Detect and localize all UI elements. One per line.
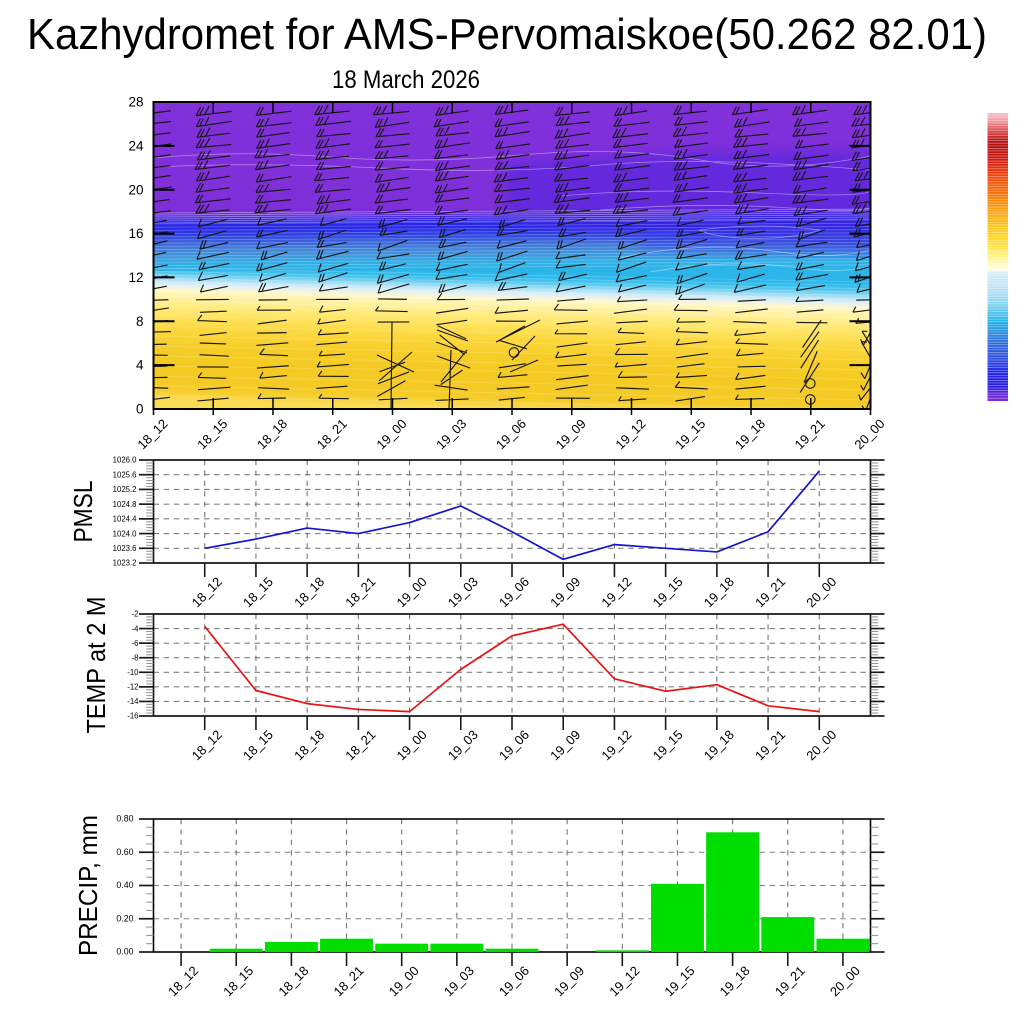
svg-text:-12: -12 <box>127 683 138 692</box>
svg-text:TEMP at 2 M: TEMP at 2 M <box>81 597 111 734</box>
svg-text:-6: -6 <box>132 639 139 648</box>
svg-text:20_00: 20_00 <box>803 574 839 610</box>
svg-text:1024.8: 1024.8 <box>113 500 137 509</box>
svg-text:19_00: 19_00 <box>394 574 430 610</box>
svg-text:18_18: 18_18 <box>275 963 311 999</box>
svg-text:19_03: 19_03 <box>441 963 477 999</box>
svg-text:4: 4 <box>136 358 144 373</box>
svg-text:PRECIP, mm: PRECIP, mm <box>73 815 103 956</box>
svg-text:18_12: 18_12 <box>165 963 201 999</box>
svg-text:19_18: 19_18 <box>717 963 753 999</box>
svg-text:0.00: 0.00 <box>116 947 133 957</box>
svg-text:18_18: 18_18 <box>254 416 290 452</box>
svg-text:18_15: 18_15 <box>240 727 276 763</box>
svg-text:19_06: 19_06 <box>496 574 532 610</box>
svg-text:19_15: 19_15 <box>650 574 686 610</box>
svg-text:16: 16 <box>128 226 143 241</box>
svg-text:19_15: 19_15 <box>650 727 686 763</box>
svg-text:0.60: 0.60 <box>116 847 133 857</box>
svg-text:19_09: 19_09 <box>553 416 589 452</box>
svg-text:19_00: 19_00 <box>386 963 422 999</box>
svg-text:19_15: 19_15 <box>672 416 708 452</box>
svg-text:19_12: 19_12 <box>598 574 634 610</box>
svg-text:PMSL: PMSL <box>68 481 98 543</box>
svg-text:24: 24 <box>128 138 144 153</box>
svg-text:18_18: 18_18 <box>291 574 327 610</box>
svg-text:19_00: 19_00 <box>394 727 430 763</box>
svg-text:18_21: 18_21 <box>330 963 366 999</box>
svg-text:-4: -4 <box>132 624 140 633</box>
svg-text:19_21: 19_21 <box>772 963 808 999</box>
svg-text:19_06: 19_06 <box>496 727 532 763</box>
svg-text:12: 12 <box>128 270 143 285</box>
svg-text:20_00: 20_00 <box>851 416 887 452</box>
svg-text:20_00: 20_00 <box>803 727 839 763</box>
svg-text:20_00: 20_00 <box>827 963 863 999</box>
svg-text:19_18: 19_18 <box>701 574 737 610</box>
svg-text:19_12: 19_12 <box>612 416 648 452</box>
svg-text:18_18: 18_18 <box>291 727 327 763</box>
svg-text:18_15: 18_15 <box>240 574 276 610</box>
svg-text:18_21: 18_21 <box>342 727 378 763</box>
svg-text:19_12: 19_12 <box>598 727 634 763</box>
svg-text:19_21: 19_21 <box>752 727 788 763</box>
svg-text:1026.0: 1026.0 <box>113 456 138 465</box>
svg-text:19_06: 19_06 <box>496 963 532 999</box>
svg-text:19_09: 19_09 <box>551 963 587 999</box>
svg-text:19_09: 19_09 <box>547 727 583 763</box>
svg-text:-14: -14 <box>127 697 139 706</box>
svg-text:18_12: 18_12 <box>189 727 225 763</box>
svg-text:1025.6: 1025.6 <box>113 470 137 479</box>
svg-text:19_09: 19_09 <box>547 574 583 610</box>
svg-text:8: 8 <box>136 314 144 329</box>
svg-text:1023.2: 1023.2 <box>113 559 137 568</box>
svg-text:19_03: 19_03 <box>445 574 481 610</box>
svg-text:0.80: 0.80 <box>116 814 133 824</box>
svg-text:19_21: 19_21 <box>792 416 828 452</box>
svg-text:18_21: 18_21 <box>342 574 378 610</box>
svg-text:-16: -16 <box>127 712 138 721</box>
svg-text:-10: -10 <box>127 668 139 677</box>
svg-text:19_18: 19_18 <box>732 416 768 452</box>
svg-text:1024.0: 1024.0 <box>113 529 138 538</box>
svg-text:19_21: 19_21 <box>752 574 788 610</box>
svg-text:28: 28 <box>128 95 143 110</box>
svg-text:18_12: 18_12 <box>134 416 170 452</box>
svg-text:19_18: 19_18 <box>701 727 737 763</box>
svg-text:18_21: 18_21 <box>314 416 350 452</box>
svg-text:-2: -2 <box>132 610 139 619</box>
svg-text:19_06: 19_06 <box>493 416 529 452</box>
svg-text:1025.2: 1025.2 <box>113 485 137 494</box>
svg-text:-8: -8 <box>132 653 139 662</box>
svg-text:19_03: 19_03 <box>433 416 469 452</box>
svg-text:20: 20 <box>128 182 143 197</box>
svg-text:1023.6: 1023.6 <box>113 544 137 553</box>
svg-text:Kazhydromet for AMS-Pervomaisk: Kazhydromet for AMS-Pervomaiskoe(50.262 … <box>27 10 987 59</box>
svg-text:18_15: 18_15 <box>220 963 256 999</box>
svg-text:18 March 2026: 18 March 2026 <box>332 66 480 94</box>
svg-text:19_03: 19_03 <box>445 727 481 763</box>
svg-text:0.20: 0.20 <box>116 913 133 923</box>
svg-text:18_12: 18_12 <box>189 574 225 610</box>
svg-text:0: 0 <box>136 402 144 417</box>
svg-text:19_15: 19_15 <box>661 963 697 999</box>
svg-text:1024.4: 1024.4 <box>113 515 138 524</box>
svg-text:0.40: 0.40 <box>116 880 133 890</box>
svg-text:18_15: 18_15 <box>194 416 230 452</box>
svg-text:19_00: 19_00 <box>373 416 409 452</box>
svg-text:19_12: 19_12 <box>606 963 642 999</box>
